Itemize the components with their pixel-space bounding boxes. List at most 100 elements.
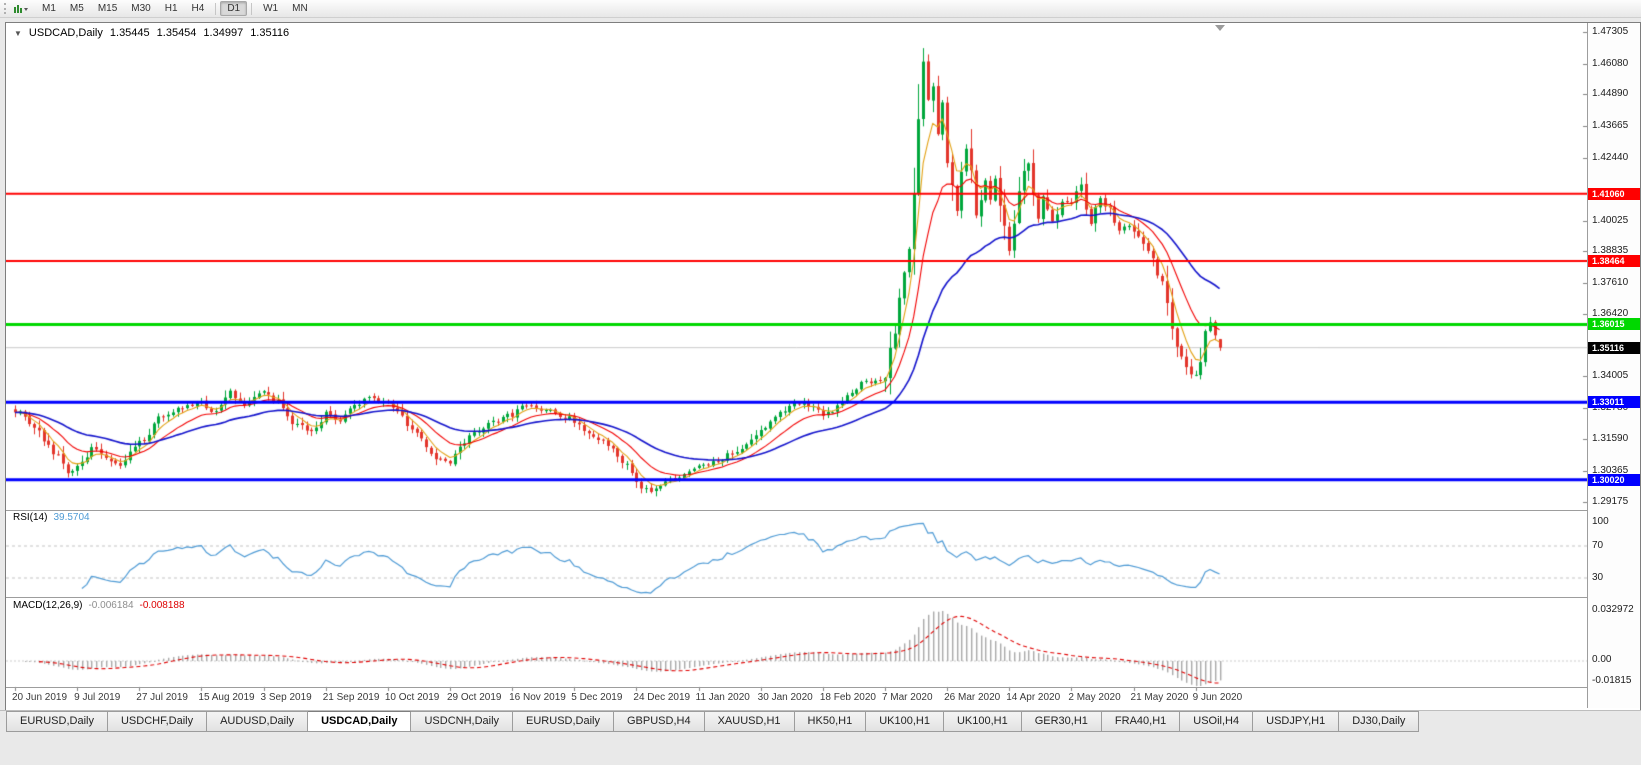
macd-main-value: -0.006184 [88, 600, 134, 611]
date-label: 15 Aug 2019 [198, 692, 255, 703]
ohlc-high: 1.35454 [156, 27, 197, 39]
date-label: 29 Oct 2019 [446, 692, 502, 703]
date-label: 2 May 2020 [1068, 692, 1121, 703]
price-tick-label: 1.47305 [1592, 25, 1629, 37]
date-label: 30 Jan 2020 [757, 692, 813, 703]
symbol-tab[interactable]: HK50,H1 [794, 711, 867, 732]
timeframe-button-MN[interactable]: MN [292, 3, 308, 14]
ohlc-close: 1.35116 [250, 27, 290, 39]
timeframe-button-M5[interactable]: M5 [69, 3, 84, 14]
date-label: 3 Sep 2019 [260, 692, 312, 703]
price-line-label: 1.33011 [1588, 396, 1640, 409]
symbol-tab[interactable]: UK100,H1 [866, 711, 944, 732]
bottom-filler [0, 732, 1641, 765]
date-label: 20 Jun 2019 [12, 692, 68, 703]
date-label: 21 Sep 2019 [322, 692, 380, 703]
price-tick-label: 1.43665 [1592, 120, 1629, 132]
symbol-tab[interactable]: UK100,H1 [943, 711, 1022, 732]
symbol-tab[interactable]: FRA40,H1 [1101, 711, 1181, 732]
chart-shift-marker[interactable] [1215, 25, 1225, 31]
price-tick-label: 1.46080 [1592, 57, 1629, 69]
current-price-label: 1.35116 [1588, 341, 1640, 354]
symbol-tab[interactable]: GER30,H1 [1021, 711, 1102, 732]
toolbar-separator [251, 2, 253, 15]
price-axis[interactable]: 1.47305 1.46080 1.44890 1.43665 1.42440 1.400… [1588, 23, 1640, 708]
rsi-axis-label: 100 [1592, 516, 1609, 527]
symbol-tab[interactable]: DJ30,Daily [1339, 711, 1420, 732]
panel-separator[interactable] [6, 597, 1640, 598]
symbol-tab[interactable]: USDJPY,H1 [1253, 711, 1340, 732]
date-label: 21 May 2020 [1130, 692, 1189, 703]
macd-axis-label: -0.01815 [1592, 675, 1632, 686]
price-tick-label: 1.36420 [1592, 307, 1629, 319]
chart-periods-icon[interactable] [13, 3, 29, 15]
macd-axis-label: 0.032972 [1592, 604, 1634, 615]
date-label: 18 Feb 2020 [819, 692, 876, 703]
price-tick-label: 1.31590 [1592, 433, 1629, 445]
chart-window: ▼ USDCAD,Daily 1.35445 1.35454 1.34997 1… [5, 22, 1641, 711]
symbol-tab[interactable]: GBPUSD,H4 [614, 711, 705, 732]
chart-canvas[interactable] [6, 23, 1587, 708]
macd-label: MACD(12,26,9) -0.006184 -0.008188 [13, 600, 185, 611]
rsi-axis-label: 30 [1592, 572, 1604, 583]
timeframe-button-M30[interactable]: M30 [131, 3, 151, 14]
timeframe-button-M15[interactable]: M15 [97, 3, 118, 14]
timeframe-button-W1[interactable]: W1 [263, 3, 279, 14]
price-line-label: 1.41060 [1588, 187, 1640, 200]
timeframe-button-H4[interactable]: H4 [191, 3, 205, 14]
toolbar-separator [215, 2, 217, 15]
symbol-tab[interactable]: EURUSD,Daily [513, 711, 614, 732]
date-label: 11 Jan 2020 [695, 692, 750, 703]
price-tick-label: 1.30365 [1592, 464, 1629, 476]
price-tick-label: 1.38835 [1592, 245, 1629, 257]
price-line-label: 1.36015 [1588, 318, 1640, 331]
timeframe-buttons: M1 M5 M15 M30 H1 H4 D1 W1 MN [35, 1, 315, 16]
symbol-tabs: EURUSD,Daily USDCHF,Daily AUDUSD,Daily USDC… [0, 710, 1641, 732]
date-label: 9 Jun 2020 [1192, 692, 1243, 703]
symbol-tab[interactable]: USOil,H4 [1180, 711, 1254, 732]
price-tick-label: 1.42440 [1592, 151, 1629, 163]
price-tick-label: 1.44890 [1592, 88, 1629, 100]
date-label: 5 Dec 2019 [571, 692, 623, 703]
symbol-tab[interactable]: USDCAD,Daily [308, 711, 412, 732]
timeframe-button-M1[interactable]: M1 [42, 3, 56, 14]
timeframe-button-H1[interactable]: H1 [164, 3, 178, 14]
macd-name: MACD(12,26,9) [13, 600, 83, 611]
symbol-tab[interactable]: EURUSD,Daily [6, 711, 108, 732]
panel-separator [6, 687, 1640, 688]
rsi-axis-label: 70 [1592, 540, 1604, 551]
macd-axis-label: 0.00 [1592, 654, 1612, 665]
timeframe-toolbar: M1 M5 M15 M30 H1 H4 D1 W1 MN [0, 0, 1641, 18]
price-tick-label: 1.37610 [1592, 277, 1629, 289]
chart-menu-icon[interactable]: ▼ [14, 28, 22, 38]
timeframe-button-D1[interactable]: D1 [220, 1, 248, 16]
chart-symbol-period: USDCAD,Daily [28, 27, 103, 39]
symbol-tab[interactable]: XAUUSD,H1 [704, 711, 795, 732]
price-tick-label: 1.34005 [1592, 370, 1629, 382]
price-line-label: 1.38464 [1588, 254, 1640, 267]
rsi-name: RSI(14) [13, 512, 48, 523]
date-label: 16 Nov 2019 [509, 692, 566, 703]
price-tick-label: 1.40025 [1592, 214, 1629, 226]
toolbar-drag-handle[interactable] [4, 3, 9, 14]
symbol-tab[interactable]: AUDUSD,Daily [207, 711, 309, 732]
symbol-tab[interactable]: USDCNH,Daily [411, 711, 514, 732]
price-tick-label: 1.29175 [1592, 495, 1629, 507]
ohlc-low: 1.34997 [203, 27, 244, 39]
ohlc-open: 1.35445 [109, 27, 150, 39]
rsi-value: 39.5704 [53, 512, 90, 523]
price-axis-separator [1587, 23, 1588, 708]
date-label: 24 Dec 2019 [633, 692, 691, 703]
panel-separator[interactable] [6, 510, 1640, 511]
date-label: 14 Apr 2020 [1006, 692, 1061, 703]
date-label: 9 Jul 2019 [74, 692, 121, 703]
macd-signal-value: -0.008188 [139, 600, 185, 611]
date-label: 10 Oct 2019 [384, 692, 440, 703]
date-label: 7 Mar 2020 [881, 692, 933, 703]
date-label: 27 Jul 2019 [136, 692, 188, 703]
date-label: 26 Mar 2020 [944, 692, 1001, 703]
symbol-tab[interactable]: USDCHF,Daily [107, 711, 208, 732]
rsi-label: RSI(14) 39.5704 [13, 512, 90, 523]
price-line-label: 1.30020 [1588, 473, 1640, 486]
